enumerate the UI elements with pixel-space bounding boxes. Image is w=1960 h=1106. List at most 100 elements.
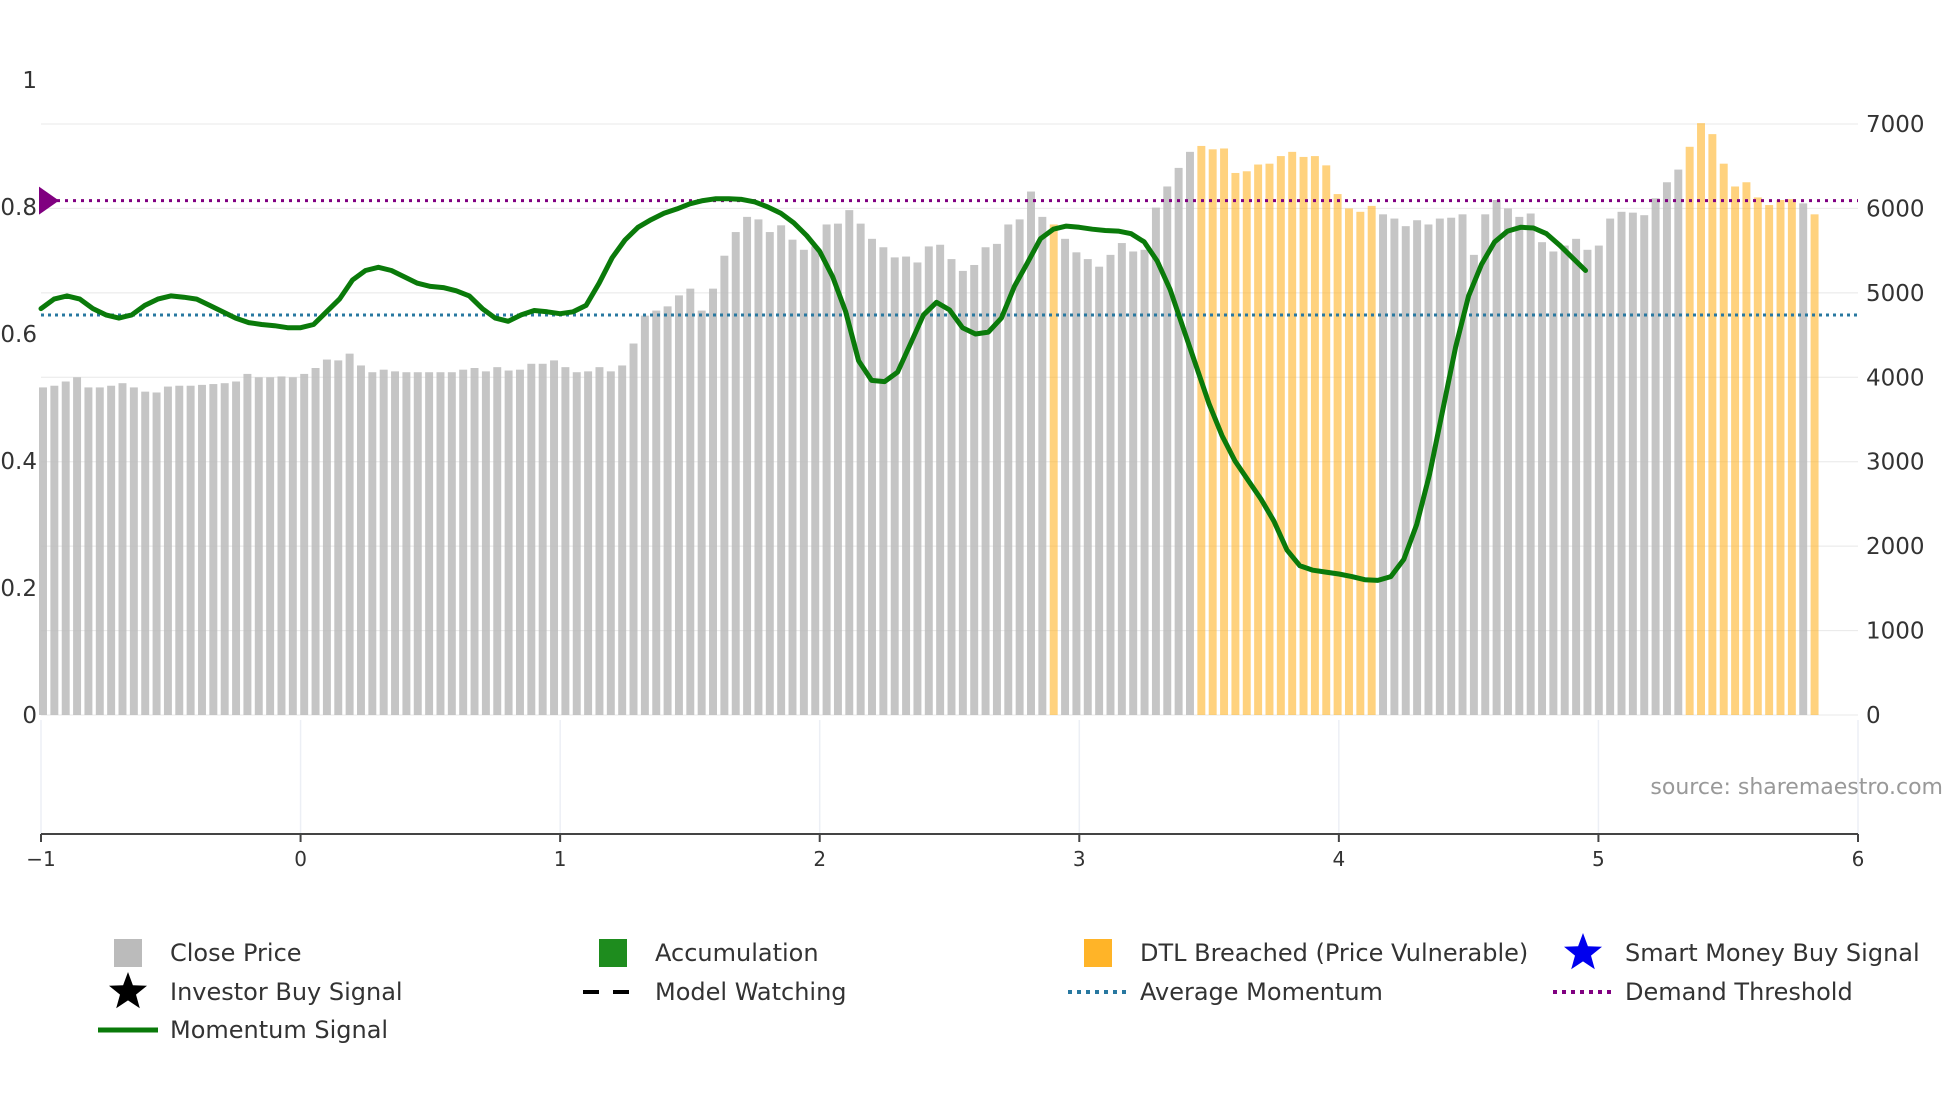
close-price-bar [1594,245,1603,715]
close-price-bar [1776,199,1785,715]
legend-item-average-momentum[interactable]: Average Momentum [1068,978,1383,1006]
close-price-bar [288,377,297,715]
right-axis-tick: 1000 [1866,619,1925,645]
close-price-bar [890,257,899,715]
close-price-bar [413,372,422,715]
close-price-bar [1117,243,1126,715]
close-price-bar [1538,242,1546,715]
close-price-bar [913,262,922,715]
close-price-bar [1787,199,1796,716]
legend-item-investor-buy-signal[interactable]: Investor Buy Signal [109,972,403,1009]
close-price-bar [232,381,241,715]
legend-item-dtl-breached-price-vulnerable[interactable]: DTL Breached (Price Vulnerable) [1084,939,1528,967]
close-price-bar [527,363,536,715]
close-price-bar [1220,148,1229,716]
close-price-bar [1265,163,1274,716]
left-axis-tick: 0.6 [0,322,37,348]
close-price-bar [1674,169,1683,715]
close-price-bar [788,239,797,715]
x-axis-tick: 1 [554,847,567,871]
close-price-bar [1651,198,1660,716]
close-price-bar [1140,249,1149,715]
x-axis-tick: 0 [294,847,307,871]
close-price-bar [572,372,581,715]
close-price-bar [674,295,683,715]
legend-item-close-price[interactable]: Close Price [114,939,302,967]
close-price-bar [1004,224,1013,715]
source-label: source: sharemaestro.com [1650,775,1943,800]
close-price-bar [1095,266,1104,715]
legend-label: DTL Breached (Price Vulnerable) [1140,939,1528,967]
close-price-bar [1027,191,1035,716]
close-price-bar [1640,215,1649,715]
close-price-bar [1288,151,1297,715]
close-price-bar [618,365,627,715]
close-price-bar [311,367,320,715]
legend-item-accumulation[interactable]: Accumulation [599,939,819,967]
close-price-bar [95,387,104,715]
legend-item-demand-threshold[interactable]: Demand Threshold [1553,978,1853,1006]
close-price-bar [1435,218,1444,715]
close-price-bar [833,223,842,715]
close-price-bar [1072,252,1081,715]
close-price-bar [73,377,82,715]
close-price-bar [1344,208,1353,715]
legend-label: Average Momentum [1140,978,1383,1006]
close-price-bar [1379,214,1388,716]
close-price-bar [175,385,184,715]
close-price-bar [447,372,456,715]
close-price-bar [152,392,161,715]
close-price-bar [754,219,763,715]
close-price-bar [1526,213,1535,715]
close-price-bar [1515,216,1524,715]
close-price-bar [1458,214,1467,716]
close-price-bar [1628,212,1637,715]
legend-swatch [114,939,142,967]
x-axis-tick: 3 [1073,847,1086,871]
legend-label: Close Price [170,939,302,967]
close-price-bar [1106,254,1115,715]
close-price-bar [50,385,59,715]
close-price-bar [1197,145,1206,716]
close-price-bar [868,238,876,715]
right-axis-tick: 3000 [1866,450,1925,476]
left-axis-tick: 0.4 [0,449,37,475]
close-price-bar [1481,214,1490,716]
close-price-bar [811,246,820,715]
close-price-bar [186,385,195,715]
close-price-bar [402,372,411,715]
close-price-bar [1447,217,1456,716]
legend-label: Momentum Signal [170,1016,388,1044]
close-price-bar [1503,208,1512,715]
close-price-bar [1731,186,1740,715]
close-price-bar [1322,165,1331,715]
close-price-bar [1129,251,1138,716]
close-price-bar [243,373,252,715]
legend-item-model-watching[interactable]: Model Watching [583,978,847,1006]
axis-layer: 0 0.2 0.4 0.6 0.8 1 0 1000 2000 3000 4000 5000 6000 7… [0,68,1924,871]
close-price-bar [1697,123,1705,716]
close-price-bar [538,363,547,715]
legend-label: Investor Buy Signal [170,978,403,1006]
x-axis-tick: 4 [1332,847,1345,871]
right-axis-tick: 6000 [1866,196,1925,222]
right-axis-tick: 7000 [1866,112,1925,138]
close-price-bar [595,367,604,715]
close-price-bar [765,232,774,715]
left-axis-tick: 1 [22,68,37,94]
close-price-bar [1061,238,1070,715]
close-price-bar [39,387,47,715]
close-price-bar [220,383,229,715]
legend-item-smart-money-buy-signal[interactable]: Smart Money Buy Signal [1564,933,1920,970]
close-price-bar [141,391,150,715]
close-price-bars [39,123,1819,716]
close-price-bar [1083,259,1092,715]
close-price-bar [1163,186,1172,715]
legend-item-momentum-signal[interactable]: Momentum Signal [98,1016,388,1044]
x-axis-tick: −1 [26,847,55,871]
close-price-bar [1310,156,1319,715]
close-price-bar [470,367,479,715]
close-price-bar [1685,146,1694,715]
legend-swatch [1084,939,1112,967]
